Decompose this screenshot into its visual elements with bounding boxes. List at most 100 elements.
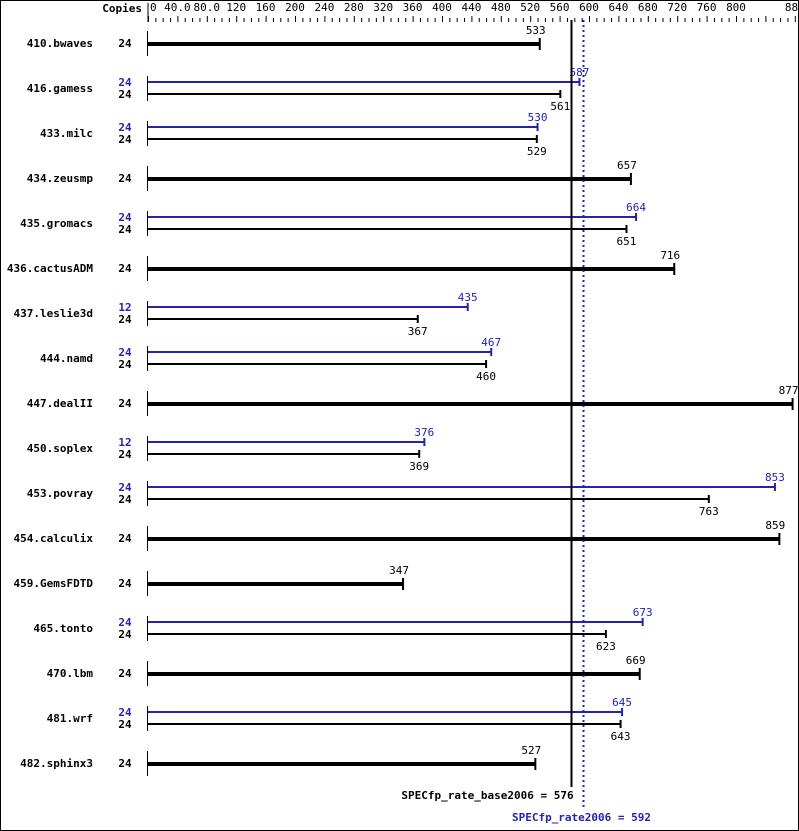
base-copies: 24 xyxy=(118,313,132,326)
x-tick-label: 120 xyxy=(226,1,246,14)
benchmark-name: 435.gromacs xyxy=(20,217,93,230)
x-tick-label: 520 xyxy=(520,1,540,14)
x-tick-label: 440 xyxy=(461,1,481,14)
benchmark-name: 482.sphinx3 xyxy=(20,757,93,770)
base-value-label: 367 xyxy=(408,325,428,338)
base-value-label: 657 xyxy=(617,159,637,172)
benchmark-row: 410.bwaves 24 533 xyxy=(27,24,546,56)
peak-value-label: 645 xyxy=(612,696,632,709)
peak-value-label: 853 xyxy=(765,471,785,484)
base-value-label: 347 xyxy=(389,564,409,577)
x-tick-label: 360 xyxy=(403,1,423,14)
benchmark-row: 459.GemsFDTD 24 347 xyxy=(14,564,409,596)
benchmark-name: 481.wrf xyxy=(47,712,93,725)
benchmark-row: 470.lbm 24 669 xyxy=(47,654,646,686)
base-copies: 24 xyxy=(118,37,132,50)
base-value-label: 529 xyxy=(527,145,547,158)
x-tick-label: 600 xyxy=(579,1,599,14)
benchmark-name: 470.lbm xyxy=(47,667,94,680)
benchmark-name: 450.soplex xyxy=(27,442,94,455)
reference-lines: SPECfp_rate_base2006 = 576 SPECfp_rate200… xyxy=(401,20,651,824)
x-tick-label: 400 xyxy=(432,1,452,14)
x-tick-label: 640 xyxy=(608,1,628,14)
benchmark-row: 482.sphinx3 24 527 xyxy=(20,744,541,776)
peak-value-label: 673 xyxy=(633,606,653,619)
benchmark-name: 410.bwaves xyxy=(27,37,93,50)
base-value-label: 643 xyxy=(611,730,631,743)
peak-copies: 12 xyxy=(118,436,131,449)
base-reference-label: SPECfp_rate_base2006 = 576 xyxy=(401,789,574,802)
x-tick-label: 480 xyxy=(491,1,511,14)
base-value-label: 533 xyxy=(526,24,546,37)
base-copies: 24 xyxy=(118,667,132,680)
base-copies: 24 xyxy=(118,628,132,641)
x-tick-label: 0 xyxy=(150,1,157,14)
peak-value-label: 467 xyxy=(481,336,501,349)
peak-value-label: 664 xyxy=(626,201,646,214)
base-value-label: 877 xyxy=(779,384,799,397)
base-copies: 24 xyxy=(118,718,132,731)
benchmark-name: 416.gamess xyxy=(27,82,93,95)
base-value-label: 716 xyxy=(660,249,680,262)
benchmark-name: 465.tonto xyxy=(33,622,93,635)
benchmark-name: 437.leslie3d xyxy=(14,307,93,320)
x-axis: 0 40.0 80.0 120 160 200 240 280 320 360 400 440 480 5… xyxy=(147,1,799,22)
base-copies: 24 xyxy=(118,397,132,410)
base-value-label: 460 xyxy=(476,370,496,383)
peak-copies: 24 xyxy=(118,346,132,359)
x-tick-label: 880 xyxy=(785,1,799,14)
peak-value-label: 435 xyxy=(458,291,478,304)
x-tick-label: 760 xyxy=(697,1,717,14)
x-tick-label: 560 xyxy=(550,1,570,14)
base-copies: 24 xyxy=(118,577,132,590)
base-value-label: 651 xyxy=(617,235,637,248)
x-tick-label: 720 xyxy=(667,1,687,14)
base-copies: 24 xyxy=(118,493,132,506)
benchmark-row: 447.dealII 24 877 xyxy=(27,384,799,416)
x-tick-label: 200 xyxy=(285,1,305,14)
benchmark-name: 454.calculix xyxy=(14,532,94,545)
x-tick-label: 80.0 xyxy=(194,1,221,14)
x-tick-label: 280 xyxy=(344,1,364,14)
peak-copies: 24 xyxy=(118,211,132,224)
peak-copies: 24 xyxy=(118,76,132,89)
peak-copies: 12 xyxy=(118,301,131,314)
peak-copies: 24 xyxy=(118,121,132,134)
peak-copies: 24 xyxy=(118,481,132,494)
base-copies: 24 xyxy=(118,757,132,770)
benchmark-row: 434.zeusmp 24 657 xyxy=(27,159,637,191)
base-value-label: 369 xyxy=(409,460,429,473)
base-copies: 24 xyxy=(118,262,132,275)
benchmark-name: 436.cactusADM xyxy=(7,262,93,275)
base-copies: 24 xyxy=(118,532,132,545)
benchmark-name: 444.namd xyxy=(40,352,93,365)
base-value-label: 527 xyxy=(521,744,541,757)
benchmark-name: 434.zeusmp xyxy=(27,172,94,185)
x-tick-label: 680 xyxy=(638,1,658,14)
peak-value-label: 376 xyxy=(414,426,434,439)
base-value-label: 623 xyxy=(596,640,616,653)
x-tick-label: 160 xyxy=(256,1,276,14)
benchmark-name: 459.GemsFDTD xyxy=(14,577,94,590)
benchmark-row: 436.cactusADM 24 716 xyxy=(7,249,680,281)
x-tick-label: 320 xyxy=(373,1,393,14)
benchmark-name: 453.povray xyxy=(27,487,94,500)
base-value-label: 859 xyxy=(765,519,785,532)
base-value-label: 669 xyxy=(626,654,646,667)
base-copies: 24 xyxy=(118,223,132,236)
x-tick-label: 40.0 xyxy=(164,1,191,14)
x-tick-label: 800 xyxy=(726,1,746,14)
base-value-label: 561 xyxy=(550,100,570,113)
base-copies: 24 xyxy=(118,133,132,146)
base-copies: 24 xyxy=(118,172,132,185)
